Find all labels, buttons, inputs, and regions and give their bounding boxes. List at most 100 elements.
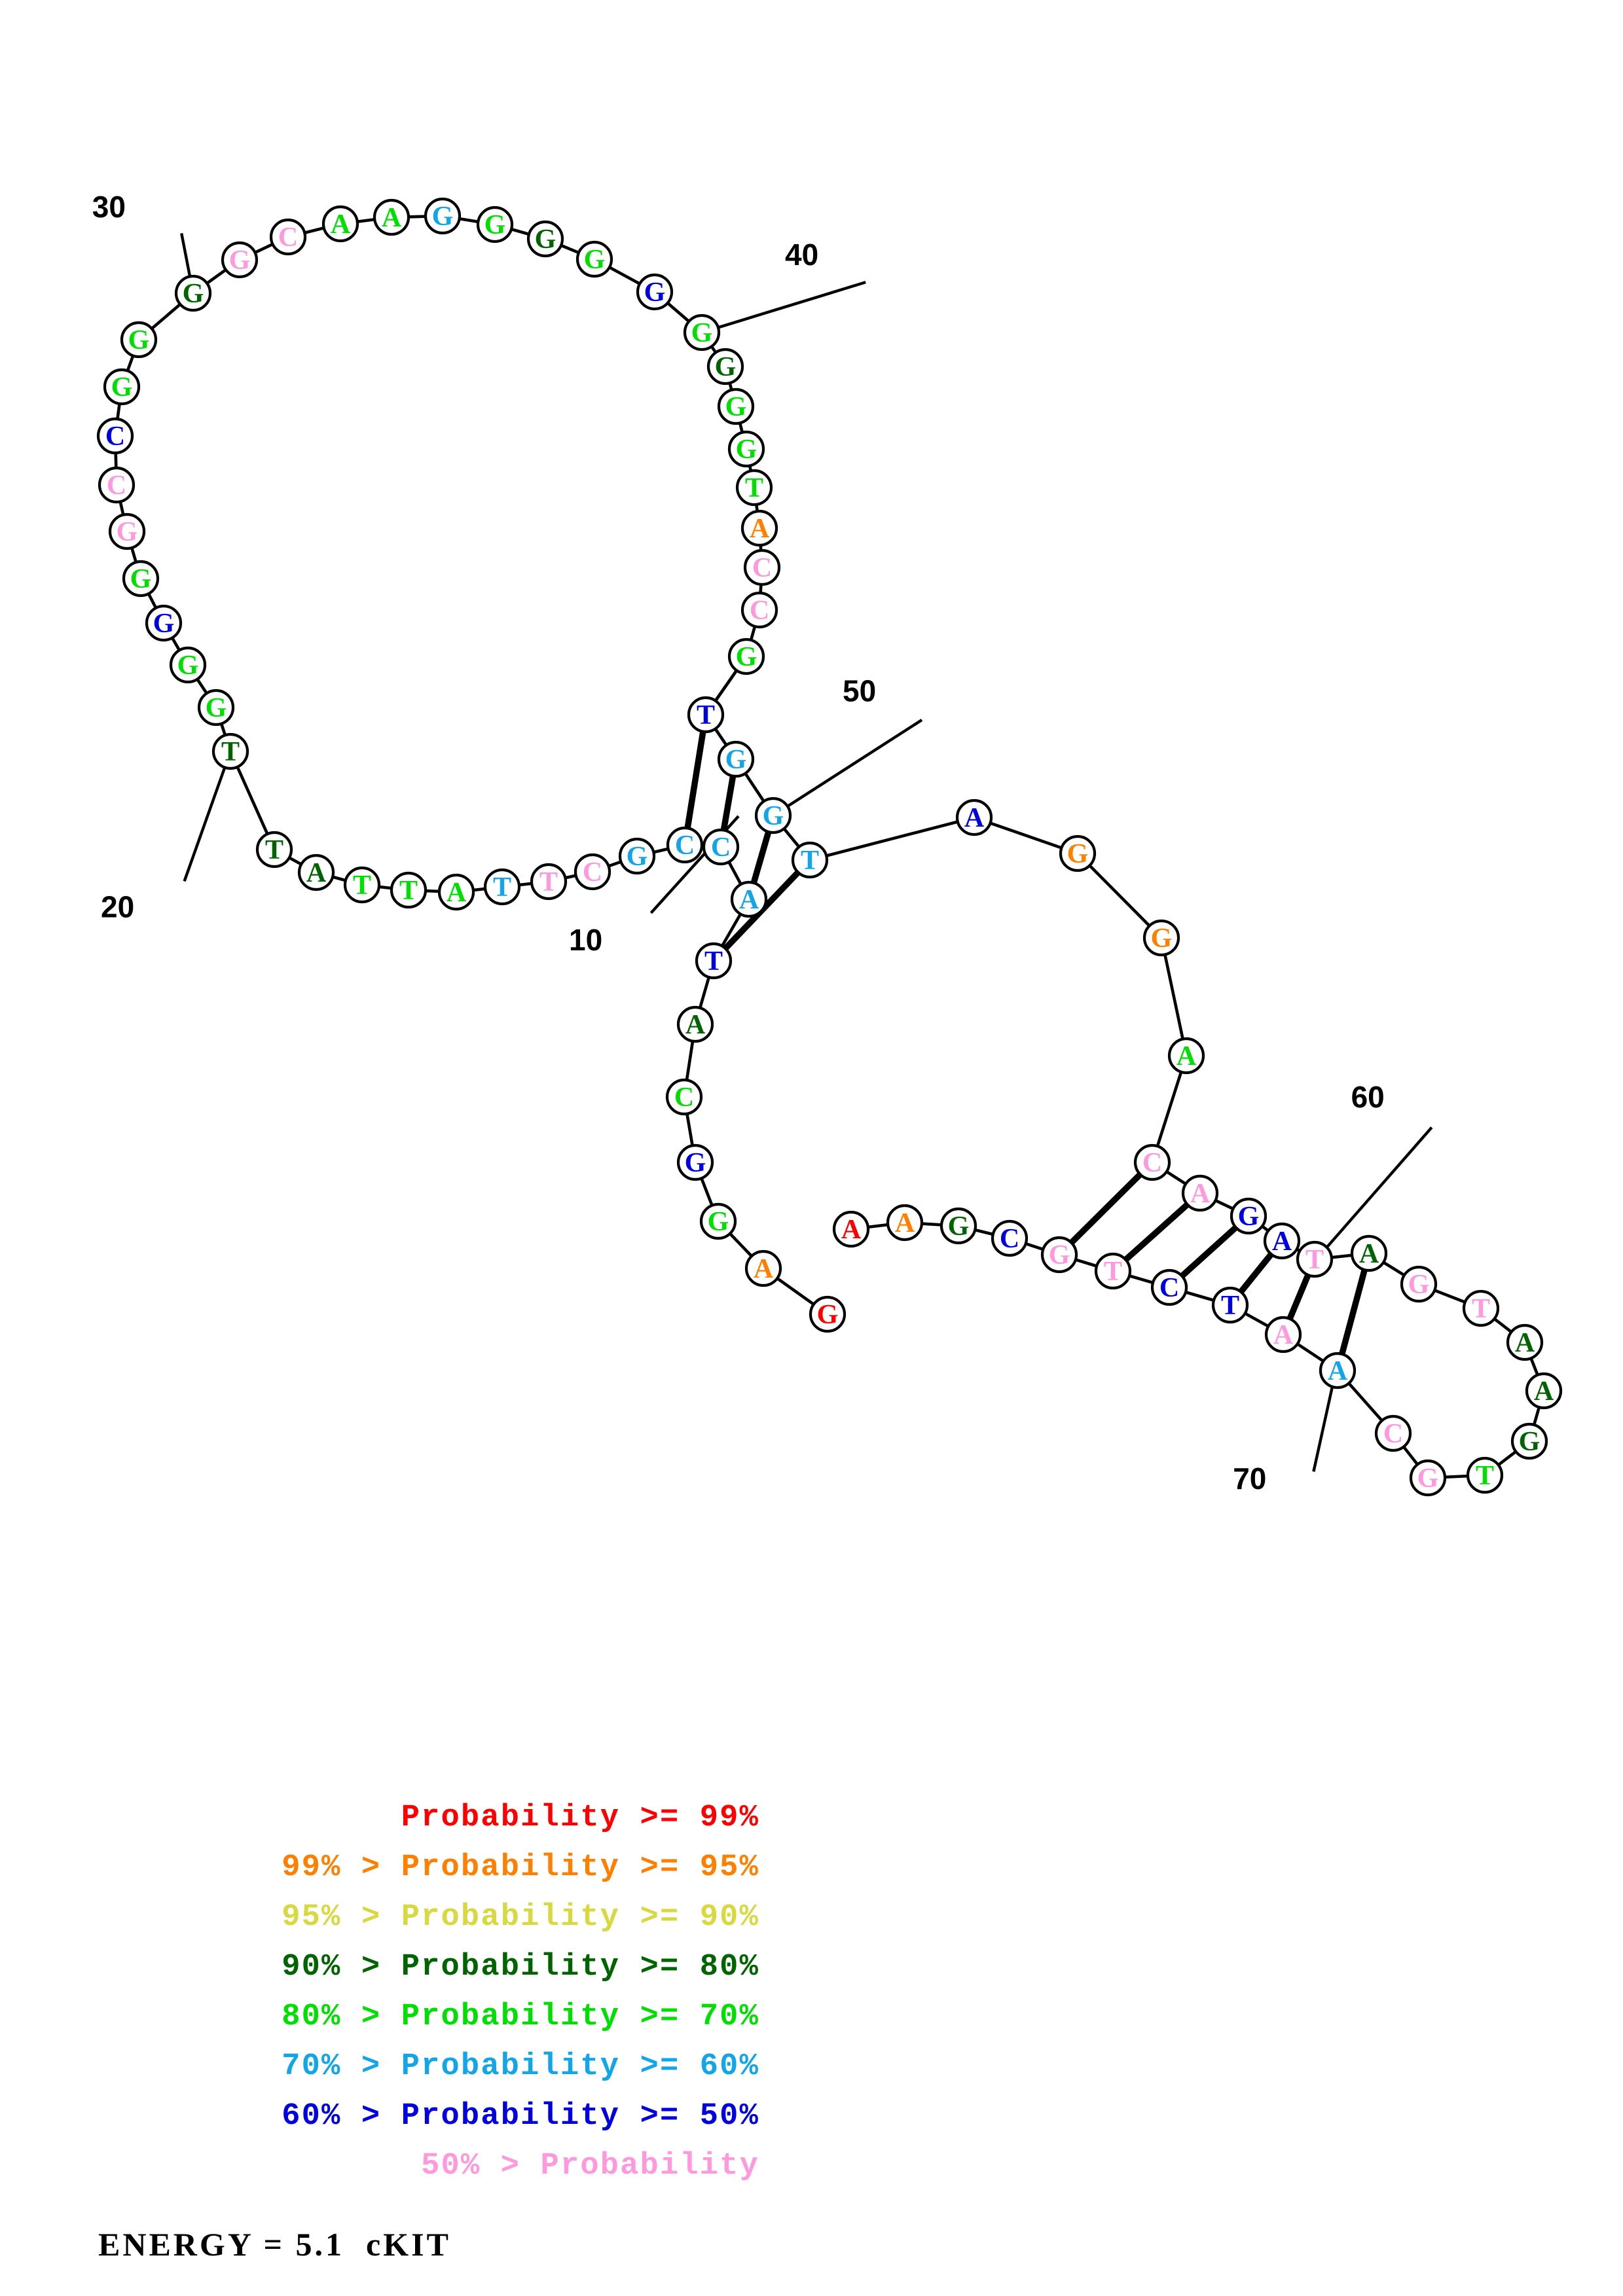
nucleotide-45[interactable]: A — [740, 509, 778, 547]
nucleotide-5[interactable]: C — [665, 1078, 703, 1116]
nucleotide-circle — [706, 348, 744, 386]
nucleotide-51[interactable]: G — [754, 797, 792, 834]
nucleotide-67[interactable]: G — [1510, 1422, 1548, 1460]
nucleotide-circle — [687, 696, 725, 734]
nucleotide-41[interactable]: G — [706, 348, 744, 386]
nucleotide-circle — [1040, 1236, 1078, 1274]
nucleotide-24[interactable]: G — [122, 560, 160, 598]
nucleotide-letter: A — [331, 209, 351, 240]
nucleotide-letter: A — [895, 1208, 915, 1238]
nucleotide-26[interactable]: C — [98, 466, 136, 504]
nucleotide-68[interactable]: T — [1466, 1456, 1504, 1494]
nucleotide-10[interactable]: C — [666, 826, 704, 864]
nucleotide-19[interactable]: T — [255, 831, 293, 869]
nucleotide-circle — [1059, 834, 1097, 872]
nucleotide-circle — [424, 197, 462, 235]
nucleotide-circle — [1525, 1372, 1563, 1410]
nucleotide-circle — [735, 469, 773, 507]
nucleotide-36[interactable]: G — [476, 206, 514, 243]
nucleotide-12[interactable]: C — [574, 853, 611, 891]
nucleotide-circle — [169, 646, 207, 684]
nucleotide-circle — [939, 1207, 977, 1245]
nucleotide-31[interactable]: G — [221, 241, 259, 279]
nucleotide-56[interactable]: A — [1167, 1037, 1205, 1075]
nucleotide-9[interactable]: C — [702, 828, 740, 866]
legend-row-4: 80% > Probability >= 70% — [282, 2000, 759, 2034]
nucleotide-70[interactable]: C — [1374, 1414, 1412, 1452]
nucleotide-72[interactable]: A — [1264, 1316, 1302, 1354]
nucleotide-58[interactable]: A — [1181, 1174, 1219, 1212]
nucleotide-73[interactable]: T — [1211, 1286, 1249, 1324]
nucleotide-letter: C — [107, 471, 126, 501]
nucleotide-46[interactable]: C — [743, 548, 781, 586]
nucleotide-30[interactable]: G — [174, 274, 212, 312]
nucleotide-letter: A — [739, 885, 759, 915]
nucleotide-64[interactable]: T — [1462, 1289, 1500, 1327]
nucleotide-53[interactable]: A — [955, 798, 993, 836]
nucleotide-18[interactable]: A — [297, 853, 335, 891]
nucleotide-69[interactable]: G — [1409, 1459, 1447, 1497]
nucleotide-55[interactable]: G — [1142, 919, 1180, 957]
nucleotide-48[interactable]: G — [727, 637, 765, 675]
nucleotide-47[interactable]: C — [740, 591, 778, 629]
nucleotide-17[interactable]: T — [343, 866, 381, 904]
nucleotide-16[interactable]: T — [390, 871, 428, 909]
nucleotide-27[interactable]: C — [96, 417, 134, 455]
nucleotide-13[interactable]: T — [530, 863, 568, 901]
nucleotide-40[interactable]: G — [683, 314, 721, 351]
nucleotide-42[interactable]: G — [717, 387, 755, 425]
nucleotide-59[interactable]: G — [1230, 1197, 1267, 1235]
nucleotide-61[interactable]: T — [1296, 1240, 1334, 1278]
nucleotide-circle — [740, 509, 778, 547]
nucleotide-circle — [1462, 1289, 1500, 1327]
nucleotide-54[interactable]: G — [1059, 834, 1097, 872]
nucleotide-80[interactable]: A — [832, 1210, 870, 1248]
nucleotide-76[interactable]: G — [1040, 1236, 1078, 1274]
nucleotide-38[interactable]: G — [575, 240, 613, 278]
nucleotide-43[interactable]: G — [727, 430, 765, 468]
nucleotide-34[interactable]: A — [373, 198, 410, 236]
nucleotide-29[interactable]: G — [120, 321, 158, 359]
nucleotide-11[interactable]: G — [618, 837, 656, 875]
nucleotide-62[interactable]: A — [1350, 1234, 1388, 1272]
nucleotide-7[interactable]: T — [695, 942, 733, 980]
nucleotide-49[interactable]: T — [687, 696, 725, 734]
nucleotide-20[interactable]: T — [211, 732, 249, 770]
nucleotide-8[interactable]: A — [730, 880, 768, 918]
nucleotide-1[interactable]: G — [809, 1295, 847, 1333]
nucleotide-33[interactable]: A — [321, 205, 359, 243]
nucleotide-14[interactable]: T — [483, 868, 521, 906]
nucleotide-78[interactable]: G — [939, 1207, 977, 1245]
nucleotide-28[interactable]: G — [103, 368, 141, 406]
nucleotide-75[interactable]: T — [1094, 1252, 1132, 1290]
nucleotide-letter: A — [841, 1215, 862, 1245]
nucleotide-74[interactable]: C — [1150, 1268, 1188, 1306]
nucleotide-52[interactable]: T — [791, 841, 829, 879]
nucleotide-79[interactable]: A — [886, 1204, 924, 1242]
nucleotide-4[interactable]: G — [676, 1143, 714, 1181]
nucleotide-32[interactable]: C — [269, 218, 307, 256]
nucleotide-21[interactable]: G — [197, 689, 235, 726]
nucleotide-letter: G — [229, 245, 251, 276]
nucleotide-2[interactable]: A — [744, 1249, 782, 1287]
nucleotide-71[interactable]: A — [1319, 1352, 1357, 1390]
nucleotide-letter: A — [1534, 1376, 1554, 1407]
nucleotide-37[interactable]: G — [526, 220, 564, 258]
nucleotide-6[interactable]: A — [676, 1005, 714, 1043]
nucleotide-3[interactable]: G — [699, 1202, 737, 1240]
nucleotide-60[interactable]: A — [1263, 1222, 1301, 1260]
nucleotide-63[interactable]: G — [1400, 1265, 1438, 1303]
nucleotide-57[interactable]: C — [1133, 1143, 1171, 1181]
nucleotide-circle — [754, 797, 792, 834]
nucleotide-15[interactable]: A — [437, 873, 475, 911]
nucleotide-44[interactable]: T — [735, 469, 773, 507]
nucleotide-23[interactable]: G — [145, 604, 183, 642]
nucleotide-35[interactable]: G — [424, 197, 462, 235]
nucleotide-66[interactable]: A — [1525, 1372, 1563, 1410]
nucleotide-39[interactable]: G — [636, 273, 674, 311]
nucleotide-22[interactable]: G — [169, 646, 207, 684]
nucleotide-25[interactable]: G — [108, 512, 146, 550]
nucleotide-50[interactable]: G — [717, 740, 755, 778]
nucleotide-65[interactable]: A — [1506, 1323, 1544, 1361]
nucleotide-77[interactable]: C — [991, 1219, 1029, 1257]
